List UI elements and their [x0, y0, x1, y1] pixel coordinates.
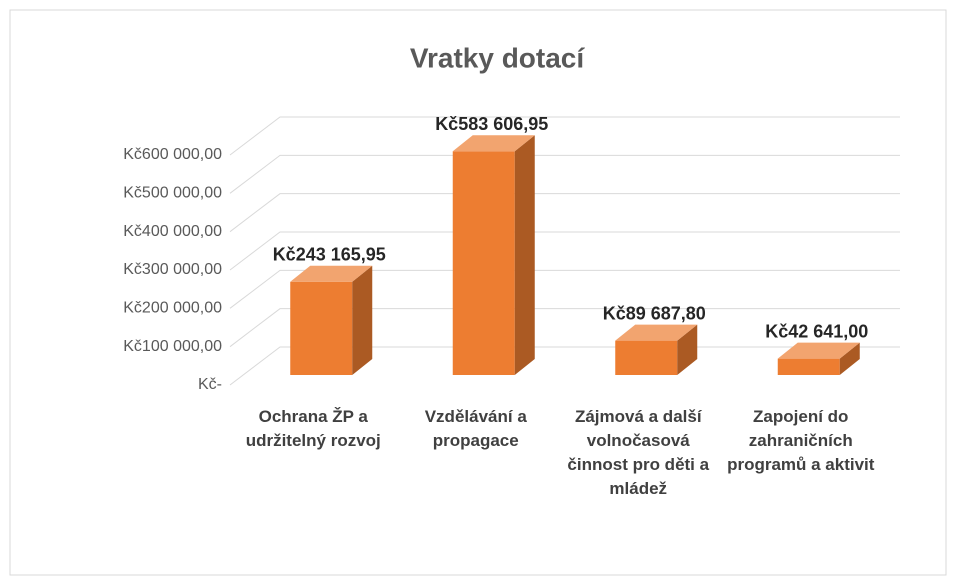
bar — [615, 324, 698, 375]
bar-top — [290, 265, 373, 282]
x-tick-label: Zapojení do zahraničních programů a akti… — [727, 407, 875, 474]
y-tick-label: Kč200 000,00 — [123, 300, 222, 317]
bar-side — [677, 324, 698, 375]
x-tick-label: Zájmová a další volnočasová činnost pro … — [567, 407, 710, 498]
y-tick-label: Kč400 000,00 — [123, 223, 222, 240]
bar-side — [514, 135, 535, 375]
bar-side — [839, 342, 860, 375]
bar — [452, 135, 535, 375]
grid-line — [229, 193, 900, 233]
bar-front — [290, 281, 353, 375]
y-tick-label: Kč300 000,00 — [123, 261, 222, 278]
bar-front — [615, 340, 678, 375]
y-tick-label: Kč500 000,00 — [123, 185, 222, 202]
bar-side — [352, 265, 373, 375]
data-label: Kč89 687,80 — [603, 303, 706, 323]
bar-front — [777, 358, 840, 375]
x-tick-label: Vzdělávání a propagace — [424, 407, 527, 450]
grid-line — [229, 269, 900, 309]
bar-top — [777, 342, 860, 359]
data-label: Kč583 606,95 — [435, 114, 548, 134]
bar — [777, 342, 860, 375]
chart-title: Vratky dotací — [410, 42, 586, 73]
grid-line — [229, 308, 900, 348]
bar-top — [452, 135, 535, 152]
bar-front — [452, 151, 515, 375]
data-label: Kč243 165,95 — [273, 245, 386, 265]
bar — [290, 265, 373, 375]
grid-line — [229, 116, 900, 156]
y-tick-label: Kč100 000,00 — [123, 338, 222, 355]
y-tick-label: Kč600 000,00 — [123, 146, 222, 163]
bar-top — [615, 324, 698, 341]
grid-line — [229, 231, 900, 271]
grid-line — [229, 154, 900, 194]
y-tick-label: Kč- — [198, 376, 222, 393]
data-label: Kč42 641,00 — [765, 321, 868, 341]
x-tick-label: Ochrana ŽP a udržitelný rozvoj — [245, 407, 381, 450]
